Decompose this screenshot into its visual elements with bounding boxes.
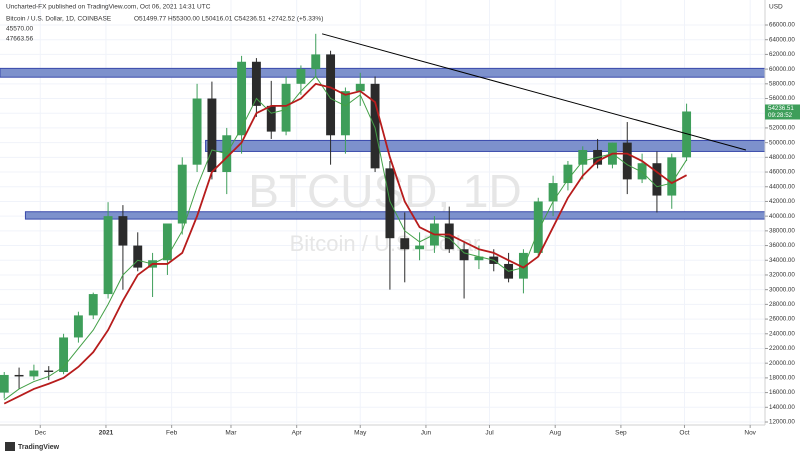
ma-label: 47663.56 — [6, 36, 33, 43]
candle-body — [415, 245, 425, 250]
x-tick-label: Dec — [34, 430, 46, 437]
ma-label: 45570.00 — [6, 26, 33, 33]
candle-body — [88, 294, 98, 316]
x-tick-label: Apr — [292, 430, 303, 437]
candle-body — [637, 163, 647, 180]
candle-body — [667, 157, 677, 196]
chart-title: Bitcoin / U.S. Dollar, 1D, COINBASE — [6, 16, 112, 23]
y-tick-label: 36000.00 — [769, 242, 795, 249]
y-tick-label: 62000.00 — [769, 51, 795, 58]
y-tick-label: 46000.00 — [769, 169, 795, 176]
x-tick-label: Jul — [485, 430, 494, 437]
candle-body — [340, 91, 350, 136]
candle-body — [326, 54, 336, 136]
y-tick-label: 48000.00 — [769, 154, 795, 161]
candle-body — [682, 111, 692, 158]
candle-body — [563, 164, 573, 184]
candle-body — [385, 168, 395, 239]
candle-body — [207, 98, 217, 173]
x-tick-label: Nov — [744, 430, 756, 437]
x-tick-label: Jun — [421, 430, 432, 437]
candle-body — [578, 149, 588, 165]
y-tick-label: 40000.00 — [769, 213, 795, 220]
candle-body — [103, 216, 113, 295]
y-tick-label: 50000.00 — [769, 139, 795, 146]
y-tick-label: 58000.00 — [769, 80, 795, 87]
candle-body — [444, 223, 454, 250]
candle-body — [162, 223, 172, 261]
candle-body — [311, 54, 321, 70]
y-tick-label: 16000.00 — [769, 389, 795, 396]
publisher: Uncharted-FX published on TradingView.co… — [6, 4, 211, 11]
x-tick-label: Aug — [549, 430, 561, 437]
y-tick-label: 30000.00 — [769, 286, 795, 293]
candle-body — [622, 142, 632, 180]
y-tick-label: 56000.00 — [769, 95, 795, 102]
candle-body — [459, 249, 469, 261]
candle-body — [533, 201, 543, 253]
ohlc: O51499.77 H55300.00 L50416.01 C54236.51 … — [134, 16, 323, 23]
candle-body — [652, 163, 662, 196]
candle-body — [518, 252, 528, 279]
candle-body — [133, 245, 143, 268]
y-tick-label: 38000.00 — [769, 227, 795, 234]
x-tick-label: Oct — [679, 430, 689, 437]
y-tick-label: 66000.00 — [769, 22, 795, 29]
x-tick-label: May — [354, 430, 367, 437]
watermark: BTCUSD, 1D — [248, 165, 521, 217]
candle-body — [0, 374, 9, 393]
y-tick-label: 24000.00 — [769, 330, 795, 337]
y-tick-label: 14000.00 — [769, 404, 795, 411]
candle-body — [44, 370, 54, 373]
y-tick-label: 52000.00 — [769, 125, 795, 132]
currency: USD — [769, 4, 783, 11]
y-tick-label: 20000.00 — [769, 360, 795, 367]
candle-body — [59, 337, 69, 373]
moving-average — [3, 82, 688, 405]
candle-body — [118, 216, 128, 246]
price-label: 54236.51 — [768, 105, 794, 112]
y-tick-label: 60000.00 — [769, 66, 795, 73]
candle-body — [281, 83, 291, 132]
x-tick-label: 2021 — [99, 430, 114, 437]
x-tick-label: Feb — [166, 430, 178, 437]
price-tag — [765, 104, 800, 120]
candle-body — [251, 61, 261, 106]
y-tick-label: 34000.00 — [769, 257, 795, 264]
zone — [0, 67, 766, 78]
y-tick-label: 42000.00 — [769, 198, 795, 205]
brand-logo — [5, 442, 15, 451]
zone — [205, 139, 766, 152]
x-tick-label: Sep — [615, 430, 627, 437]
y-tick-label: 44000.00 — [769, 183, 795, 190]
y-tick-label: 12000.00 — [769, 419, 795, 426]
countdown: 09:28:52 — [768, 112, 793, 119]
candle-body — [29, 370, 39, 377]
candle-body — [266, 105, 276, 132]
candle-body — [14, 374, 24, 377]
y-tick-label: 26000.00 — [769, 316, 795, 323]
y-tick-label: 22000.00 — [769, 345, 795, 352]
trendline — [321, 33, 747, 151]
plot — [0, 33, 766, 405]
candle-body — [73, 315, 83, 338]
candle-body — [177, 164, 187, 224]
candle-body — [192, 98, 202, 165]
y-tick-label: 64000.00 — [769, 36, 795, 43]
candle-body — [400, 238, 410, 250]
x-tick-label: Mar — [225, 430, 237, 437]
candle-body — [370, 83, 380, 169]
candle-body — [237, 61, 247, 136]
candle-body — [296, 69, 306, 84]
brand: TradingView — [18, 444, 60, 451]
candle-body — [355, 83, 365, 92]
candle-body — [474, 256, 484, 261]
y-tick-label: 18000.00 — [769, 375, 795, 382]
moving-average — [3, 75, 688, 401]
y-tick-label: 32000.00 — [769, 272, 795, 279]
candle-body — [548, 183, 558, 202]
y-tick-label: 28000.00 — [769, 301, 795, 308]
